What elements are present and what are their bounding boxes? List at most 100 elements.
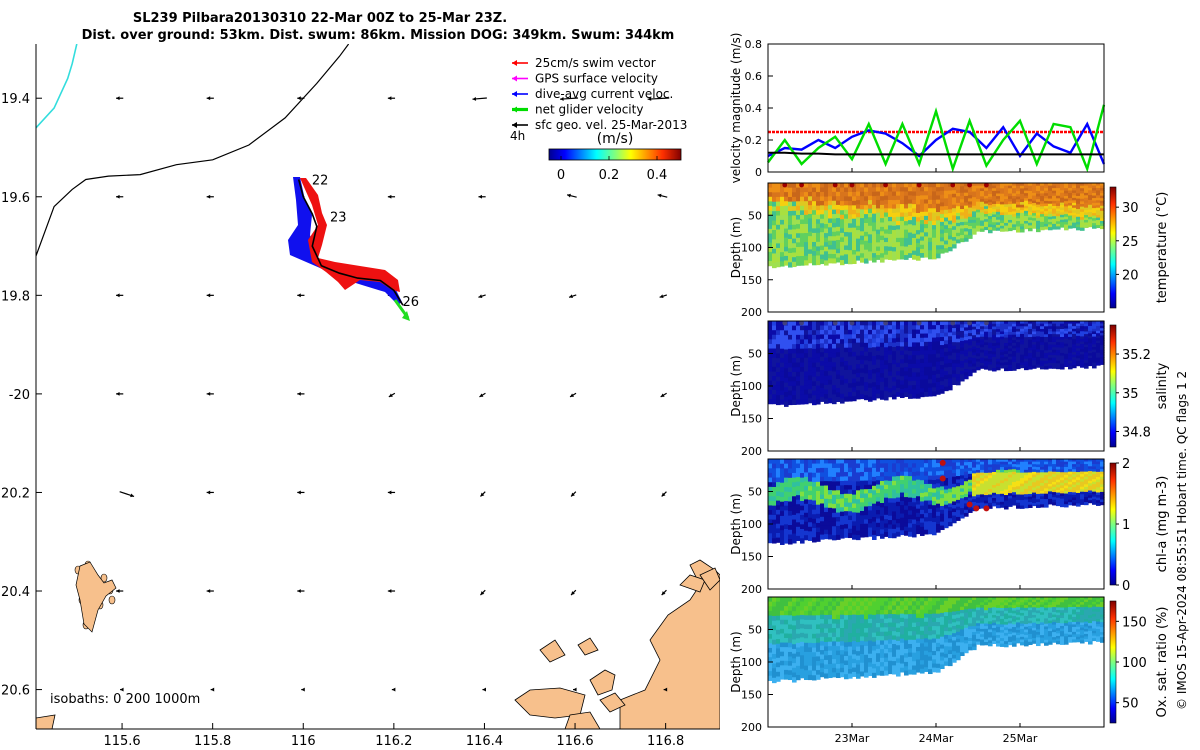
section-cell: [884, 519, 889, 525]
section-cell: [1024, 331, 1029, 336]
section-cell: [816, 321, 821, 327]
section-cell: [992, 227, 997, 231]
section-cell: [876, 229, 881, 235]
section-cell: [892, 459, 897, 464]
section-cell: [912, 338, 917, 343]
section-cell: [1084, 499, 1089, 503]
section-cell: [948, 484, 953, 490]
section-cell: [772, 635, 777, 641]
section-cell: [912, 480, 917, 486]
section-cell: [840, 529, 845, 535]
section-cell: [1080, 214, 1085, 218]
series-line: [768, 151, 1104, 156]
section-cell: [800, 246, 805, 253]
section-cell: [884, 493, 889, 499]
section-cell: [988, 334, 993, 338]
section-cell: [804, 463, 809, 469]
section-cell: [832, 222, 837, 228]
section-cell: [1004, 185, 1009, 189]
section-cell: [972, 332, 977, 336]
section-cell: [1060, 190, 1065, 194]
section-cell: [780, 242, 785, 249]
section-cell: [832, 330, 837, 336]
section-cell: [868, 183, 873, 188]
section-cell: [912, 510, 917, 516]
section-cell: [912, 489, 917, 495]
section-cell: [776, 243, 781, 249]
section-cell: [928, 492, 933, 497]
section-cell: [1016, 350, 1021, 354]
section-cell: [828, 384, 833, 390]
section-cell: [992, 337, 997, 341]
section-cell: [1096, 217, 1101, 221]
section-cell: [916, 255, 921, 261]
section-cell: [824, 196, 829, 202]
section-cell: [780, 330, 785, 336]
section-cell: [812, 205, 817, 211]
section-cell: [1084, 210, 1089, 214]
section-cell: [1092, 347, 1097, 351]
section-cell: [968, 491, 973, 496]
section-cell: [872, 183, 877, 188]
section-cell: [996, 321, 1001, 325]
section-cell: [824, 214, 829, 221]
section-cell: [1088, 219, 1093, 223]
section-cell: [796, 619, 801, 626]
section-cell: [872, 191, 877, 197]
section-cell: [928, 517, 933, 522]
section-cell: [912, 221, 917, 226]
section-cell: [1040, 193, 1045, 197]
section-cell: [924, 252, 929, 258]
section-cell: [1088, 325, 1093, 330]
section-cell: [976, 361, 981, 365]
section-cell: [856, 338, 861, 344]
section-cell: [844, 187, 849, 193]
section-cell: [1056, 466, 1061, 470]
section-cell: [868, 343, 873, 349]
section-cell: [900, 376, 905, 382]
section-cell: [824, 520, 829, 526]
section-cell: [788, 459, 793, 465]
section-cell: [1044, 323, 1049, 327]
section-cell: [1000, 328, 1005, 333]
section-cell: [900, 329, 905, 335]
section-cell: [864, 258, 869, 264]
section-cell: [860, 355, 865, 361]
section-cell: [800, 210, 805, 216]
section-cell: [1032, 474, 1037, 478]
section-cell: [1040, 461, 1045, 465]
section-cell: [768, 196, 773, 202]
section-cell: [1052, 355, 1057, 359]
surface-marker: [883, 182, 888, 188]
section-cell: [928, 362, 933, 368]
section-cell: [904, 379, 909, 385]
section-cell: [980, 341, 985, 346]
section-cell: [808, 504, 813, 510]
section-cell: [876, 187, 881, 193]
section-cell: [792, 672, 797, 678]
section-cell: [808, 352, 813, 358]
section-cell: [784, 619, 789, 625]
section-cell: [944, 183, 949, 188]
section-cell: [1100, 499, 1105, 503]
section-cell: [1020, 193, 1025, 198]
section-cell: [936, 499, 941, 505]
section-cell: [992, 329, 997, 333]
section-cell: [1096, 355, 1101, 359]
section-cell: [964, 337, 969, 341]
section-cell: [988, 224, 993, 228]
section-cell: [772, 262, 777, 269]
section-cell: [776, 358, 781, 364]
section-cell: [852, 499, 857, 505]
section-cell: [1092, 484, 1097, 488]
section-cell: [1076, 325, 1081, 330]
section-cell: [788, 506, 793, 512]
section-cell: [988, 345, 993, 349]
section-cell: [1004, 183, 1009, 187]
section-cell: [808, 463, 813, 469]
section-cell: [1048, 459, 1053, 463]
section-cell: [1052, 481, 1057, 486]
geo-vector-head: [570, 393, 575, 397]
section-cell: [912, 471, 917, 477]
section-cell: [932, 526, 937, 532]
